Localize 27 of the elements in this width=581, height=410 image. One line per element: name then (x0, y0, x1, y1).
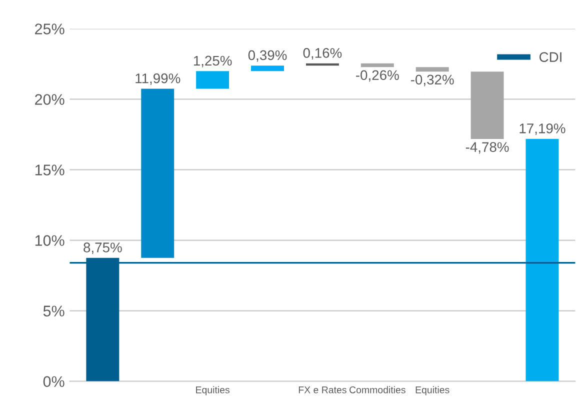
data-label: 1,25% (194, 56, 232, 68)
data-label: -0,26% (356, 70, 399, 82)
y-tick-label: 20% (35, 94, 64, 105)
bar (416, 67, 449, 72)
bar (196, 71, 230, 89)
data-label: 11,99% (136, 73, 180, 85)
data-label: 17,19% (520, 123, 566, 135)
data-label: -0,32% (410, 74, 454, 86)
y-tick-label: 15% (35, 164, 64, 176)
bar (141, 88, 174, 258)
data-label: -4,78% (466, 142, 509, 154)
bar (470, 72, 504, 139)
legend-label: CDI (539, 52, 562, 62)
y-tick-label: 10% (35, 235, 64, 246)
x-tick-label: Equities (196, 386, 230, 396)
data-label: 0,39% (248, 50, 287, 62)
x-tick-label: Commodities (350, 386, 406, 394)
y-tick-label: 5% (43, 306, 64, 316)
x-tick-label: Equities (416, 386, 450, 396)
bar (360, 63, 394, 68)
bar (251, 66, 284, 72)
y-tick-label: 25% (35, 24, 64, 34)
data-label: 8,75% (84, 242, 122, 254)
data-label: 0,16% (303, 48, 342, 60)
bar (526, 138, 559, 382)
x-tick-label: FX e Rates (298, 386, 346, 394)
y-tick-label: 0% (43, 376, 64, 387)
